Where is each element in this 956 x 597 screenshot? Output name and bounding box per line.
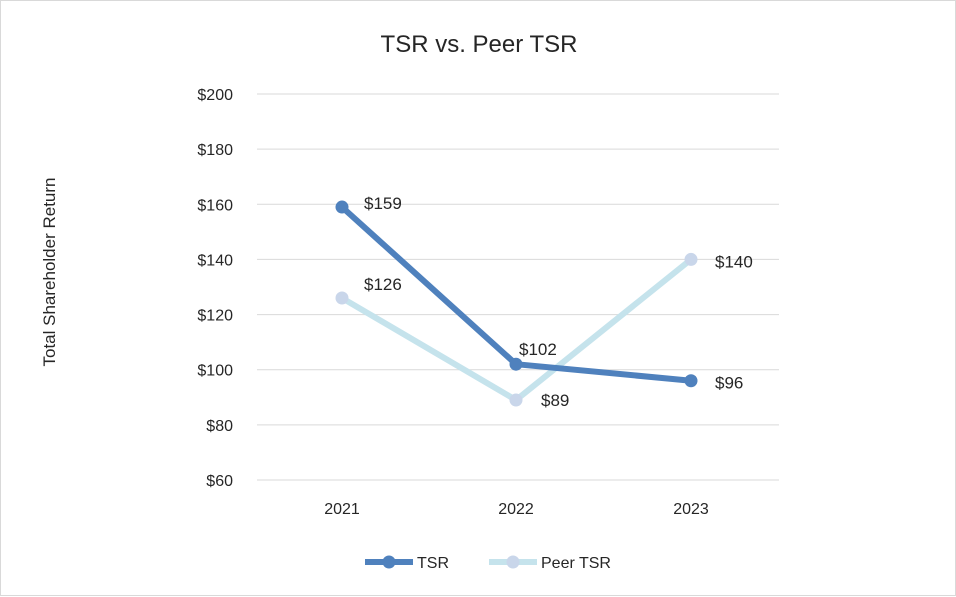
y-tick-label: $80 bbox=[206, 418, 233, 435]
x-tick-label: 2021 bbox=[324, 501, 360, 518]
legend: TSR Peer TSR bbox=[365, 555, 611, 572]
data-label: $102 bbox=[519, 340, 557, 359]
data-point-peer-tsr bbox=[509, 393, 523, 407]
y-tick-label: $180 bbox=[197, 142, 233, 159]
y-tick-label: $200 bbox=[197, 87, 233, 104]
y-tick-label: $100 bbox=[197, 363, 233, 380]
legend-item-peer-tsr: Peer TSR bbox=[489, 555, 611, 572]
y-axis-label: Total Shareholder Return bbox=[40, 177, 59, 366]
y-tick-label: $160 bbox=[197, 197, 233, 214]
data-label: $126 bbox=[364, 275, 402, 294]
chart-title: TSR vs. Peer TSR bbox=[381, 31, 578, 58]
data-label: $89 bbox=[541, 391, 569, 410]
data-point-tsr bbox=[684, 374, 698, 388]
data-labels: $159 $102 $96 $126 $89 $140 bbox=[364, 194, 753, 410]
x-tick-label: 2022 bbox=[498, 501, 534, 518]
legend-label: TSR bbox=[417, 555, 449, 572]
legend-marker bbox=[382, 555, 396, 569]
data-label: $140 bbox=[715, 252, 753, 271]
x-tick-label: 2023 bbox=[673, 501, 709, 518]
x-axis-ticks: 2021 2022 2023 bbox=[324, 501, 709, 518]
legend-label: Peer TSR bbox=[541, 555, 611, 572]
y-tick-label: $140 bbox=[197, 252, 233, 269]
data-point-tsr bbox=[335, 200, 349, 214]
data-point-tsr bbox=[509, 357, 523, 371]
data-point-peer-tsr bbox=[684, 252, 698, 266]
series-lines bbox=[335, 200, 698, 407]
data-point-peer-tsr bbox=[335, 291, 349, 305]
data-label: $159 bbox=[364, 194, 402, 213]
y-axis-ticks: $60 $80 $100 $120 $140 $160 $180 $200 bbox=[197, 87, 233, 490]
y-tick-label: $60 bbox=[206, 473, 233, 490]
legend-item-tsr: TSR bbox=[365, 555, 449, 572]
data-label: $96 bbox=[715, 374, 743, 393]
y-tick-label: $120 bbox=[197, 308, 233, 325]
legend-marker bbox=[506, 555, 520, 569]
gridlines bbox=[257, 93, 779, 481]
